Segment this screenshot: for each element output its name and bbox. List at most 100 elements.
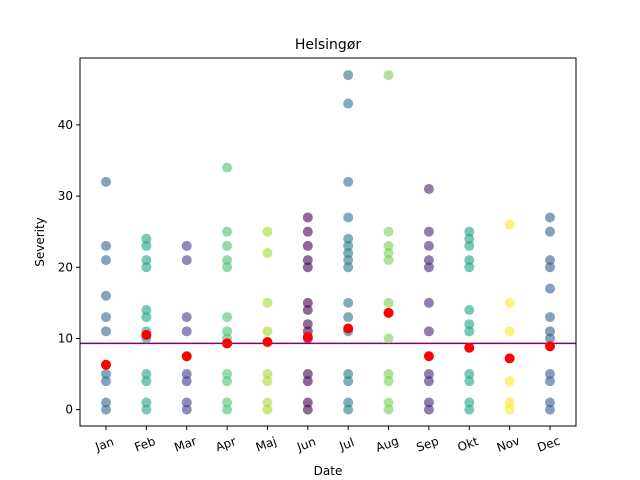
x-tick-label: Apr bbox=[214, 434, 238, 454]
data-point bbox=[262, 404, 273, 415]
y-axis-title: Severity bbox=[33, 217, 47, 267]
data-point bbox=[101, 404, 111, 415]
x-axis-title: Date bbox=[314, 464, 343, 478]
data-point bbox=[464, 233, 475, 244]
data-point bbox=[141, 240, 152, 251]
data-point bbox=[383, 226, 394, 237]
mean-point bbox=[423, 351, 434, 362]
x-tick-label: Dec bbox=[535, 434, 562, 455]
y-tick-label: 10 bbox=[58, 331, 73, 345]
data-point bbox=[464, 240, 475, 251]
data-point bbox=[222, 397, 233, 408]
data-point bbox=[545, 326, 555, 337]
data-point bbox=[222, 262, 233, 273]
data-point bbox=[262, 297, 273, 308]
data-point bbox=[423, 369, 434, 380]
data-point bbox=[101, 255, 111, 266]
data-point bbox=[383, 297, 394, 308]
data-point bbox=[262, 376, 273, 387]
data-point bbox=[423, 404, 434, 415]
data-point bbox=[343, 262, 354, 273]
data-point bbox=[302, 397, 313, 408]
x-tick-label: Sep bbox=[415, 434, 441, 455]
x-axis: Jan Feb Mar Apr Maj Jun Jul Aug Sep Okt Nov Dec bbox=[93, 426, 562, 455]
data-point bbox=[181, 312, 192, 323]
data-point bbox=[343, 212, 354, 223]
data-point bbox=[181, 326, 192, 337]
data-point bbox=[101, 176, 111, 187]
data-point bbox=[343, 240, 354, 251]
data-point bbox=[181, 376, 192, 387]
data-point bbox=[383, 70, 394, 81]
data-point bbox=[343, 255, 354, 266]
data-point bbox=[101, 369, 111, 380]
data-point bbox=[101, 312, 111, 323]
data-point bbox=[504, 297, 515, 308]
data-point bbox=[302, 226, 313, 237]
data-point bbox=[302, 297, 313, 308]
data-point bbox=[504, 326, 515, 337]
data-point bbox=[222, 240, 233, 251]
data-point bbox=[262, 397, 273, 408]
data-point bbox=[222, 369, 233, 380]
data-point bbox=[181, 404, 192, 415]
data-point bbox=[181, 369, 192, 380]
y-tick-label: 0 bbox=[65, 403, 73, 417]
mean-point bbox=[222, 338, 233, 349]
data-point bbox=[545, 283, 555, 294]
data-point bbox=[545, 255, 555, 266]
data-point bbox=[383, 404, 394, 415]
data-point bbox=[343, 176, 354, 187]
data-point bbox=[222, 255, 233, 266]
data-point bbox=[181, 397, 192, 408]
data-point bbox=[504, 376, 515, 387]
mean-point bbox=[101, 359, 111, 370]
data-point bbox=[141, 262, 152, 273]
x-tick-label: Feb bbox=[133, 434, 158, 454]
data-point bbox=[464, 326, 475, 337]
data-point bbox=[423, 226, 434, 237]
data-point bbox=[141, 404, 152, 415]
data-point bbox=[222, 226, 233, 237]
mean-point bbox=[181, 351, 192, 362]
mean-point bbox=[383, 307, 394, 318]
data-point bbox=[181, 240, 192, 251]
x-tick-label: Jan bbox=[93, 434, 116, 454]
data-point bbox=[222, 376, 233, 387]
data-point bbox=[343, 248, 354, 259]
data-point bbox=[343, 98, 354, 109]
data-point bbox=[423, 376, 434, 387]
data-point bbox=[141, 304, 152, 315]
data-point bbox=[101, 376, 111, 387]
data-point bbox=[545, 404, 555, 415]
data-point bbox=[423, 326, 434, 337]
data-point bbox=[302, 255, 313, 266]
data-point bbox=[141, 397, 152, 408]
y-tick-label: 20 bbox=[58, 260, 73, 274]
data-point bbox=[343, 312, 354, 323]
data-point bbox=[545, 369, 555, 380]
data-point bbox=[343, 70, 354, 81]
data-point bbox=[383, 255, 394, 266]
data-point bbox=[302, 319, 313, 330]
data-point bbox=[302, 304, 313, 315]
plot-frame bbox=[79, 57, 577, 427]
data-point bbox=[141, 376, 152, 387]
data-point bbox=[383, 376, 394, 387]
data-point bbox=[141, 233, 152, 244]
mean-point bbox=[464, 342, 475, 353]
chart-title: Helsingør bbox=[295, 37, 362, 53]
data-point bbox=[504, 404, 515, 415]
data-point bbox=[464, 255, 475, 266]
data-point bbox=[423, 297, 434, 308]
data-point bbox=[464, 397, 475, 408]
data-point bbox=[343, 404, 354, 415]
x-tick-label: Mar bbox=[172, 434, 198, 455]
data-point bbox=[343, 397, 354, 408]
y-axis: 0 10 20 30 40 bbox=[58, 118, 80, 417]
mean-point bbox=[504, 353, 515, 364]
data-point bbox=[141, 312, 152, 323]
data-point bbox=[423, 255, 434, 266]
data-point bbox=[383, 369, 394, 380]
data-point bbox=[101, 397, 111, 408]
